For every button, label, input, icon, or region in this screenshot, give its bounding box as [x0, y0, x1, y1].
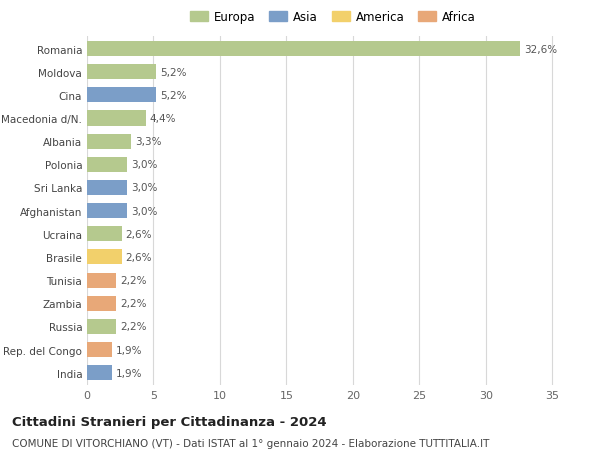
Text: COMUNE DI VITORCHIANO (VT) - Dati ISTAT al 1° gennaio 2024 - Elaborazione TUTTIT: COMUNE DI VITORCHIANO (VT) - Dati ISTAT … — [12, 438, 490, 448]
Text: 4,4%: 4,4% — [149, 114, 176, 124]
Legend: Europa, Asia, America, Africa: Europa, Asia, America, Africa — [190, 11, 476, 24]
Bar — [87, 273, 116, 288]
Bar — [87, 65, 156, 80]
Bar — [87, 134, 131, 149]
Text: 2,6%: 2,6% — [125, 252, 152, 263]
Bar — [87, 227, 122, 242]
Text: 2,2%: 2,2% — [120, 298, 147, 308]
Text: 2,2%: 2,2% — [120, 322, 147, 332]
Text: 1,9%: 1,9% — [116, 345, 143, 355]
Bar — [87, 250, 122, 265]
Text: 3,0%: 3,0% — [131, 183, 157, 193]
Text: 5,2%: 5,2% — [160, 90, 187, 101]
Text: 3,0%: 3,0% — [131, 206, 157, 216]
Bar — [87, 342, 112, 357]
Text: Cittadini Stranieri per Cittadinanza - 2024: Cittadini Stranieri per Cittadinanza - 2… — [12, 415, 326, 428]
Bar — [87, 180, 127, 196]
Bar — [87, 157, 127, 173]
Text: 1,9%: 1,9% — [116, 368, 143, 378]
Text: 32,6%: 32,6% — [524, 45, 557, 55]
Text: 3,3%: 3,3% — [135, 137, 161, 147]
Bar — [87, 42, 520, 57]
Bar — [87, 365, 112, 381]
Bar — [87, 204, 127, 218]
Bar — [87, 319, 116, 334]
Text: 3,0%: 3,0% — [131, 160, 157, 170]
Text: 2,6%: 2,6% — [125, 229, 152, 239]
Bar — [87, 296, 116, 311]
Text: 2,2%: 2,2% — [120, 275, 147, 285]
Bar — [87, 111, 146, 126]
Text: 5,2%: 5,2% — [160, 67, 187, 78]
Bar — [87, 88, 156, 103]
